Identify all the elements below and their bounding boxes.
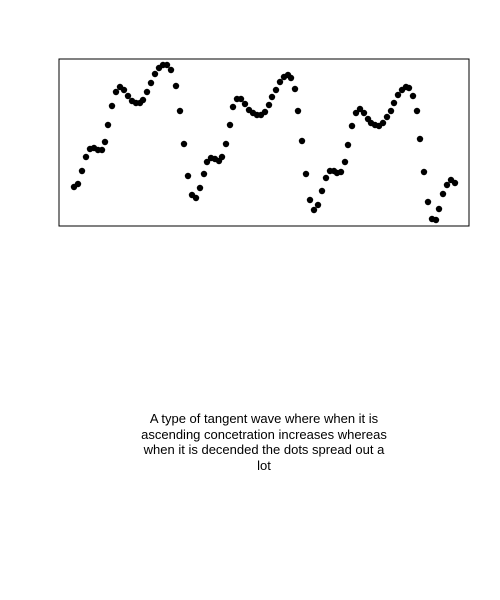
point <box>390 99 398 107</box>
point <box>241 100 249 108</box>
point <box>298 137 306 145</box>
point <box>163 61 171 69</box>
point <box>356 105 364 113</box>
point <box>78 167 86 175</box>
point <box>98 146 106 154</box>
point <box>302 170 310 178</box>
point <box>226 121 234 129</box>
point <box>291 85 299 93</box>
point <box>416 135 424 143</box>
point <box>310 206 318 214</box>
point <box>379 119 387 127</box>
point <box>268 93 276 101</box>
point <box>439 190 447 198</box>
point <box>337 168 345 176</box>
point <box>222 140 230 148</box>
point <box>108 102 116 110</box>
point <box>82 153 90 161</box>
point <box>435 205 443 213</box>
point <box>322 174 330 182</box>
point <box>383 113 391 121</box>
point <box>143 88 151 96</box>
point <box>294 107 302 115</box>
point <box>180 140 188 148</box>
point <box>229 103 237 111</box>
point <box>272 86 280 94</box>
point <box>196 184 204 192</box>
point <box>306 196 314 204</box>
point <box>147 79 155 87</box>
point <box>341 158 349 166</box>
point <box>265 101 273 109</box>
point <box>192 194 200 202</box>
point <box>276 78 284 86</box>
point <box>344 141 352 149</box>
point <box>451 179 459 187</box>
point <box>360 109 368 117</box>
point <box>287 74 295 82</box>
plot-frame <box>58 58 470 227</box>
point <box>318 187 326 195</box>
point <box>120 86 128 94</box>
point <box>167 66 175 74</box>
point <box>151 70 159 78</box>
point <box>74 180 82 188</box>
point <box>314 201 322 209</box>
point <box>203 158 211 166</box>
caption: A type of tangent wave where when it is … <box>141 411 387 473</box>
point <box>432 216 440 224</box>
point <box>184 172 192 180</box>
point <box>348 122 356 130</box>
point <box>104 121 112 129</box>
point <box>261 108 269 116</box>
point <box>443 181 451 189</box>
point <box>218 153 226 161</box>
point <box>413 107 421 115</box>
point <box>394 91 402 99</box>
point <box>352 109 360 117</box>
point <box>424 198 432 206</box>
point <box>405 84 413 92</box>
point <box>387 107 395 115</box>
point <box>409 92 417 100</box>
point <box>124 92 132 100</box>
point <box>112 88 120 96</box>
point <box>420 168 428 176</box>
point <box>139 96 147 104</box>
point <box>176 107 184 115</box>
point <box>101 138 109 146</box>
point <box>200 170 208 178</box>
point <box>172 82 180 90</box>
point <box>237 95 245 103</box>
